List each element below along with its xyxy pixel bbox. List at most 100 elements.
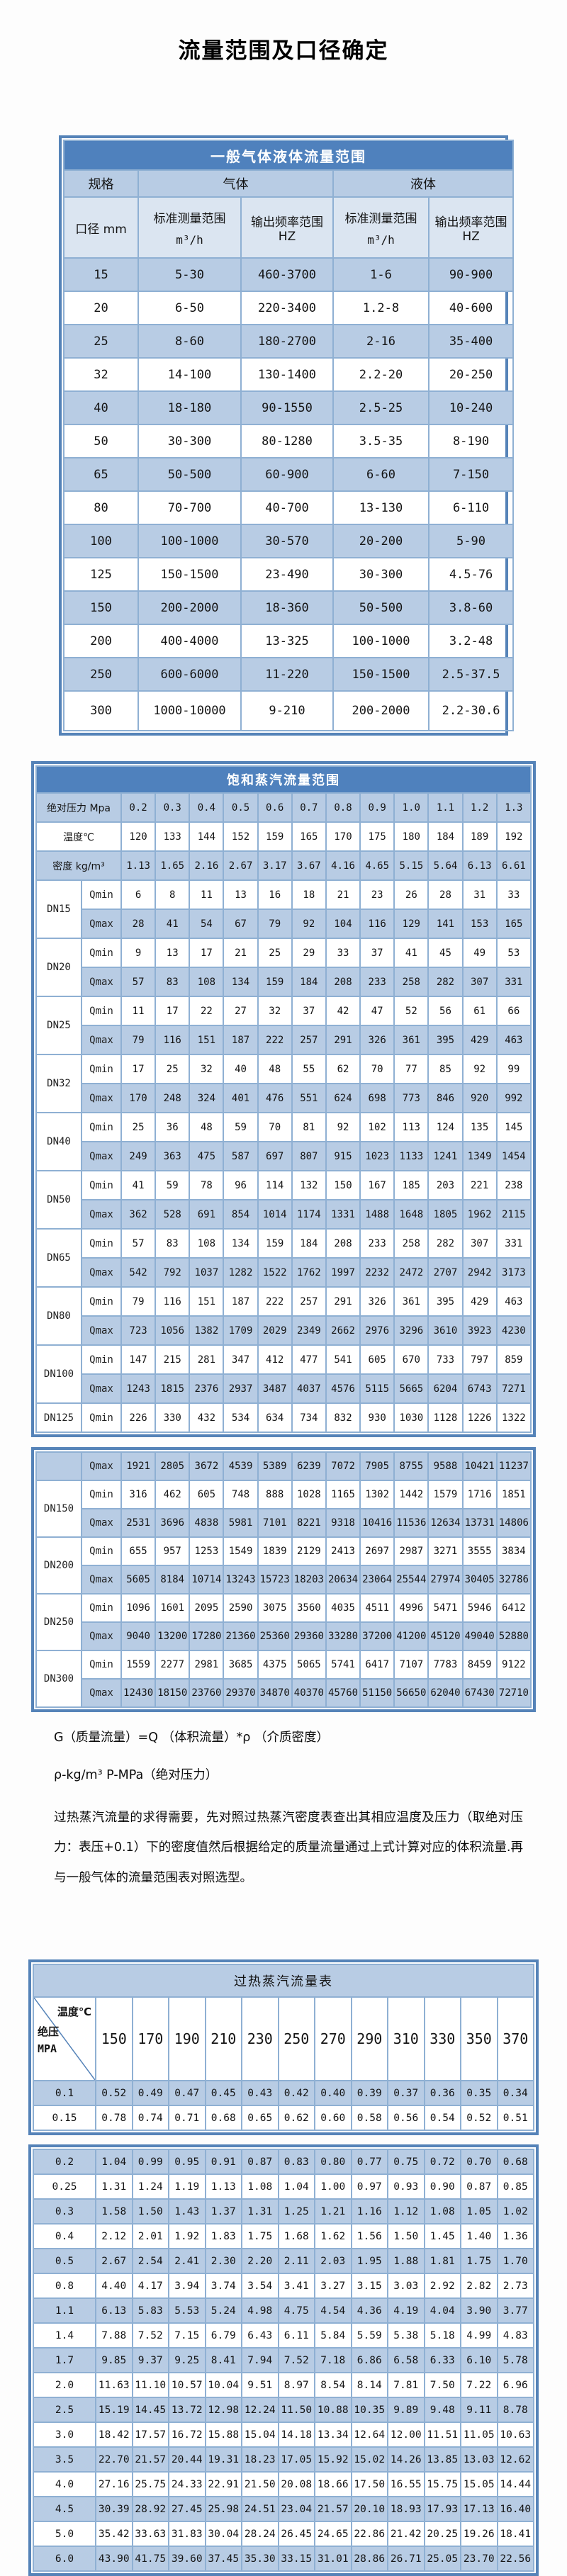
gas-range-cell: 600-6000: [137, 657, 242, 692]
flow-value-cell: 233: [359, 967, 395, 997]
flow-value-cell: 11: [120, 996, 157, 1026]
density-cell: 6.58: [387, 2347, 425, 2374]
flow-value-cell: 33: [495, 879, 532, 910]
flow-value-cell: 25: [120, 1112, 157, 1142]
table2-title: 饱和蒸汽流量范围: [35, 765, 532, 794]
flow-value-cell: 167: [359, 1170, 395, 1200]
density-cell: 30.39: [95, 2496, 133, 2523]
value-cell: 120: [120, 821, 157, 852]
liquid-frequency-cell: 3.8-60: [427, 590, 515, 625]
density-cell: 2.82: [460, 2273, 498, 2300]
flow-value-cell: 7101: [257, 1508, 293, 1538]
flow-value-cell: 56: [427, 996, 464, 1026]
density-cell: 9.48: [423, 2397, 461, 2424]
saturated-steam-table-continued-grid: Qmax 1921 2805 3672 4539 5389 6239 7072 7905 8755…: [35, 1451, 532, 1708]
steam-row: 0.8 4.40 4.17 3.94 3.74 3.54 3.41 3.27 3.15 3.03 2…: [33, 2273, 534, 2300]
density-cell: 1.13: [204, 2173, 242, 2200]
density-cell: 18.23: [241, 2446, 279, 2473]
density-cell: 1.62: [314, 2223, 352, 2250]
flow-value-cell: 3610: [427, 1315, 464, 1346]
table1-row: 200 400-4000 13-325 100-1000 3.2-48: [63, 624, 515, 658]
dn-row: Qmax 2531 3696 4838 5981 7101 8221 9318 10416 115…: [36, 1508, 532, 1538]
value-cell: 4.65: [359, 850, 395, 881]
diameter-cell: 20: [63, 291, 139, 325]
density-cell: 1.24: [131, 2173, 169, 2200]
table1-row: 15 5-30 460-3700 1-6 90-900: [63, 257, 515, 292]
density-cell: 4.19: [387, 2297, 425, 2324]
flow-value-cell: 476: [257, 1083, 293, 1113]
diameter-cell: 15: [63, 257, 139, 292]
flow-value-cell: 4511: [359, 1593, 395, 1623]
flow-value-cell: 4838: [189, 1508, 225, 1538]
density-cell: 1.02: [496, 2198, 534, 2225]
liquid-range-cell: 1.2-8: [332, 291, 430, 325]
flow-value-cell: 15723: [257, 1565, 293, 1594]
density-cell: 3.41: [277, 2273, 315, 2300]
dn-label: DN32: [35, 1054, 82, 1113]
dn-label: DN250: [35, 1593, 82, 1651]
q-label: Qmax: [81, 1257, 122, 1288]
flow-value-cell: 215: [155, 1344, 191, 1375]
flow-value-cell: 92: [461, 1054, 498, 1084]
density-cell: 6.13: [95, 2297, 133, 2324]
pressure-label: 6.0: [33, 2546, 96, 2572]
dn-row: Qmax 9040 13200 17280 21360 25360 29360 33280 37…: [36, 1621, 532, 1651]
flow-value-cell: 1322: [495, 1402, 532, 1433]
density-cell: 15.05: [460, 2471, 498, 2498]
q-label: Qmax: [81, 1451, 122, 1481]
gas-range-cell: 6-50: [137, 291, 242, 325]
flow-value-cell: 1349: [461, 1141, 498, 1171]
density-cell: 8.97: [277, 2372, 315, 2399]
flow-value-cell: 147: [120, 1344, 157, 1375]
density-cell: 4.04: [423, 2297, 461, 2324]
density-cell: 0.99: [131, 2149, 169, 2176]
flow-value-cell: 1037: [189, 1257, 225, 1288]
density-cell: 6.33: [423, 2347, 461, 2374]
flow-value-cell: 62: [325, 1054, 361, 1084]
density-cell: 0.54: [423, 2105, 461, 2132]
density-cell: 0.75: [387, 2149, 425, 2176]
flow-value-cell: 153: [461, 909, 498, 939]
flow-value-cell: 3923: [461, 1315, 498, 1346]
density-cell: 0.95: [168, 2149, 206, 2176]
density-cell: 5.84: [314, 2322, 352, 2349]
density-cell: 7.52: [131, 2322, 169, 2349]
liquid-frequency-cell: 5-90: [427, 524, 515, 558]
flow-value-cell: 2129: [291, 1536, 327, 1566]
density-cell: 1.68: [277, 2223, 315, 2250]
flow-value-cell: 3560: [291, 1593, 327, 1623]
pressure-label: 0.3: [33, 2198, 96, 2225]
flow-value-cell: 330: [155, 1402, 191, 1433]
density-cell: 9.51: [241, 2372, 279, 2399]
density-cell: 25.75: [131, 2471, 169, 2498]
flow-value-cell: 3834: [495, 1536, 532, 1566]
density-cell: 0.34: [496, 2080, 534, 2107]
flow-value-cell: 2981: [189, 1650, 225, 1680]
flow-value-cell: 18: [291, 879, 327, 910]
flow-value-cell: 258: [393, 1228, 430, 1259]
density-cell: 14.45: [131, 2397, 169, 2424]
density-cell: 9.11: [460, 2397, 498, 2424]
flow-value-cell: 930: [359, 1402, 395, 1433]
superheated-steam-table-continued: 0.2 1.04 0.99 0.95 0.91 0.87 0.83 0.80 0.77 0.75 0…: [28, 2144, 539, 2576]
diameter-cell: 100: [63, 524, 139, 558]
flow-value-cell: 16: [257, 879, 293, 910]
density-cell: 11.51: [423, 2422, 461, 2448]
flow-value-cell: 185: [393, 1170, 430, 1200]
flow-value-cell: 42: [325, 996, 361, 1026]
dn-label: DN80: [35, 1286, 82, 1346]
density-cell: 0.87: [460, 2173, 498, 2200]
density-cell: 3.15: [350, 2273, 388, 2300]
dn-row: Qmax 57 83 108 134 159 184 208 233 258 282 307 331: [36, 967, 532, 997]
dn-label: DN25: [35, 996, 82, 1055]
flow-value-cell: 534: [223, 1402, 259, 1433]
liquid-frequency-cell: 3.2-48: [427, 624, 515, 658]
flow-value-cell: 2662: [325, 1315, 361, 1346]
density-cell: 15.75: [423, 2471, 461, 2498]
temperature-header: 350: [460, 1996, 498, 2082]
dn-row: DN20 Qmin 9 13 17 21 25 29 33 37 41 45 49 53: [35, 938, 532, 997]
density-cell: 7.22: [460, 2372, 498, 2399]
flow-value-cell: 222: [257, 1286, 293, 1317]
dn-row: DN40 Qmin 25 36 48 59 70 81 92 102 113 124 135 145: [35, 1112, 532, 1171]
q-label: Qmax: [81, 1025, 122, 1055]
